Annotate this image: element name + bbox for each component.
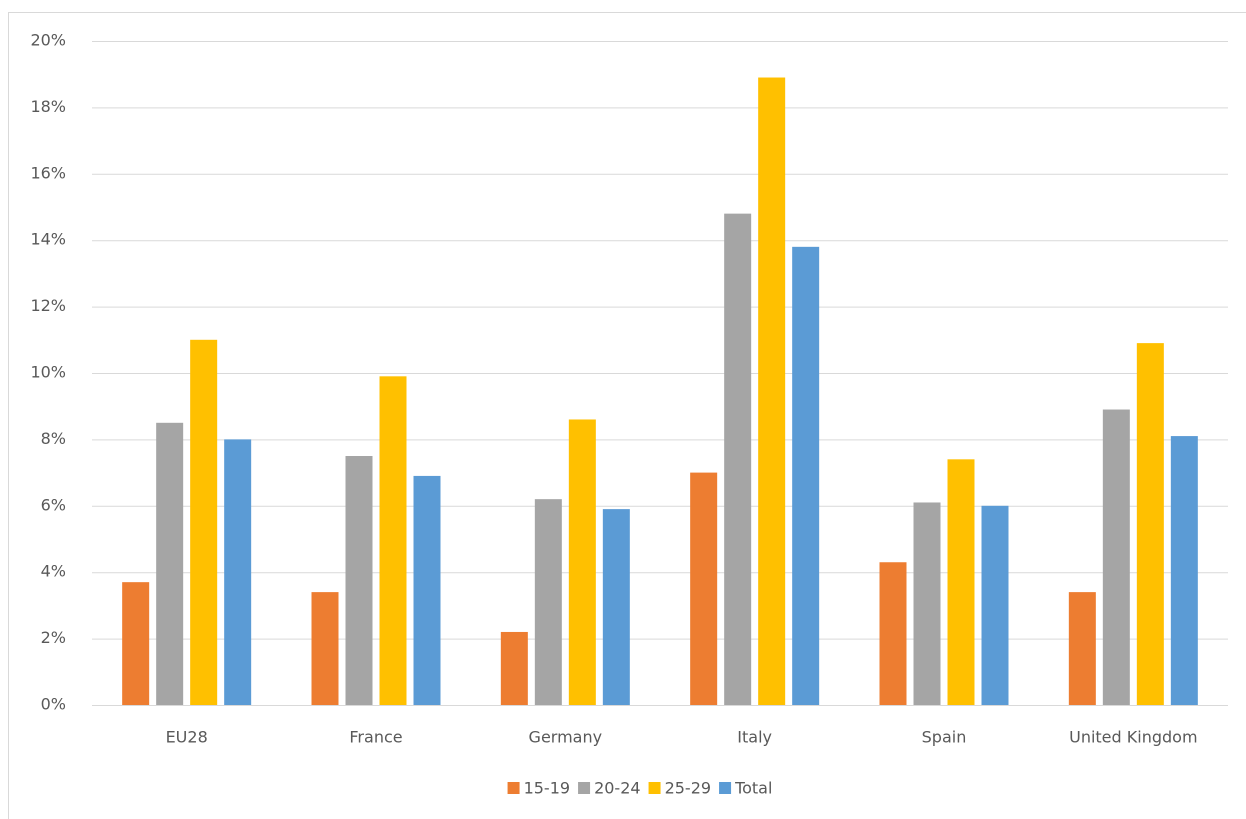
legend-swatch [719, 782, 732, 794]
bar [724, 213, 752, 705]
y-tick-label: 8% [41, 429, 66, 448]
bar [981, 505, 1009, 705]
legend-label: 20-24 [594, 779, 641, 798]
bar [602, 509, 630, 705]
bar [156, 422, 184, 705]
x-tick-label: Germany [529, 728, 603, 747]
x-tick-label: United Kingdom [1069, 728, 1197, 747]
y-tick-label: 14% [30, 230, 66, 249]
bar [568, 419, 596, 705]
legend-swatch [507, 782, 520, 794]
bar [379, 376, 407, 705]
y-tick-label: 4% [41, 562, 66, 581]
bar [913, 502, 941, 705]
legend-swatch [648, 782, 661, 794]
y-tick-label: 20% [30, 31, 66, 50]
bar [122, 582, 150, 705]
y-tick-label: 18% [30, 97, 66, 116]
x-tick-label: EU28 [166, 728, 208, 747]
legend-label: 25-29 [665, 779, 712, 798]
bar [1170, 436, 1198, 705]
legend-label: 15-19 [524, 779, 571, 798]
legend-label: Total [734, 779, 772, 798]
y-tick-label: 2% [41, 628, 66, 647]
legend-swatch [578, 782, 591, 794]
bar [1102, 409, 1130, 705]
bar [947, 459, 975, 705]
y-tick-label: 12% [30, 296, 66, 315]
y-tick-label: 16% [30, 163, 66, 182]
bar [690, 472, 718, 705]
y-tick-label: 10% [30, 363, 66, 382]
bar [311, 592, 339, 705]
x-tick-label: Spain [922, 728, 967, 747]
bar [500, 631, 528, 705]
bar [413, 475, 441, 705]
x-tick-label: France [349, 728, 402, 747]
bar [224, 439, 252, 705]
bar [1136, 343, 1164, 705]
bar [345, 456, 373, 705]
y-tick-label: 6% [41, 495, 66, 514]
bar [1068, 592, 1096, 705]
bar [758, 77, 786, 705]
bar [792, 246, 820, 705]
bar [190, 339, 218, 705]
y-tick-label: 0% [41, 695, 66, 714]
x-tick-label: Italy [737, 728, 772, 747]
bar [879, 562, 907, 705]
bar [534, 499, 562, 705]
